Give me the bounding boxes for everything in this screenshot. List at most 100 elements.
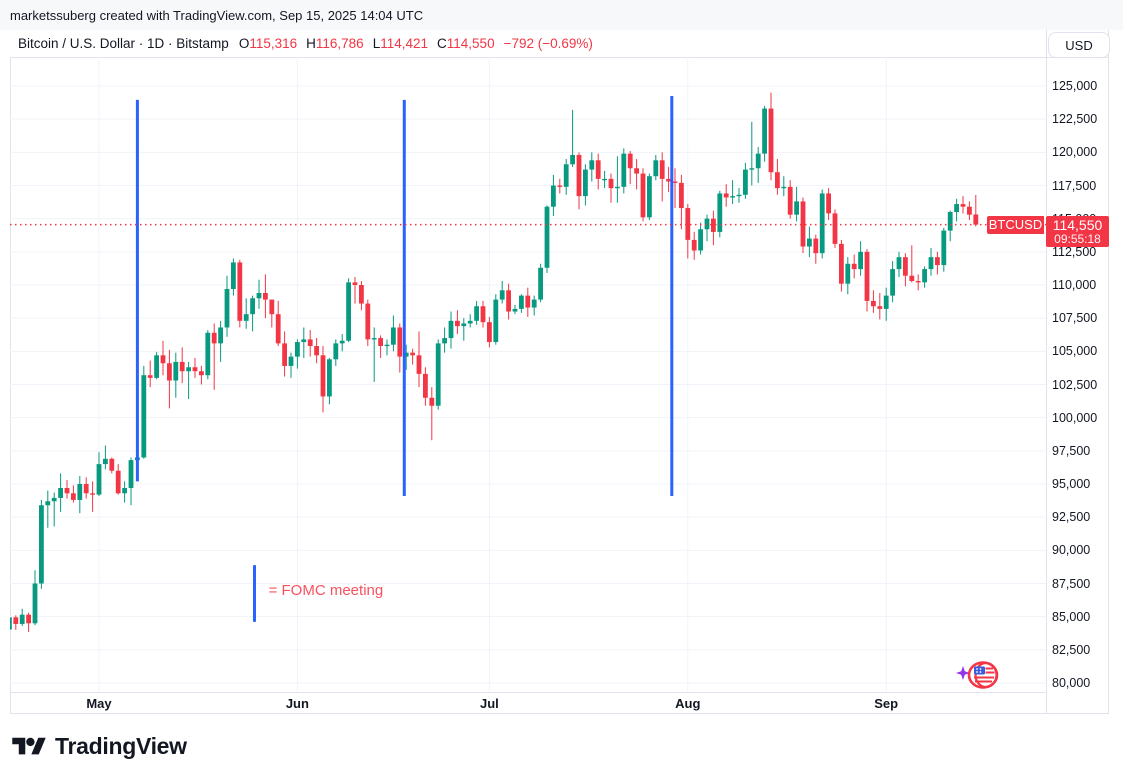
candle [787, 180, 793, 219]
tradingview-logo-mark [12, 737, 46, 754]
candle [288, 352, 294, 378]
price-axis-label: 120,000 [1052, 145, 1098, 160]
price-axis-label: 125,000 [1052, 79, 1098, 93]
price-axis-label: 105,000 [1052, 344, 1098, 359]
candle [282, 331, 287, 377]
candle [723, 184, 729, 207]
candle [218, 320, 223, 362]
candle [640, 168, 646, 222]
tradingview-logo[interactable]: TradingView [12, 733, 187, 760]
candle [269, 299, 275, 328]
candle [922, 266, 927, 288]
candle [698, 222, 703, 255]
attribution-bar: marketssuberg created with TradingView.c… [0, 0, 1123, 30]
candle [749, 121, 755, 186]
candle [122, 481, 127, 503]
candle [109, 457, 115, 474]
candle [467, 314, 473, 328]
candle [807, 226, 812, 258]
candle [743, 162, 748, 199]
candle [819, 189, 825, 259]
frame-border-axis [1046, 30, 1047, 713]
candle [333, 339, 339, 366]
candle [659, 152, 665, 202]
candle [583, 164, 588, 206]
candle [371, 327, 377, 382]
time-axis-label: May [86, 696, 112, 711]
last-price-value: 114,550 [1052, 216, 1103, 233]
frame-border-plot-bottom [10, 692, 1046, 693]
price-axis-label: 100,000 [1052, 410, 1098, 425]
candle [736, 188, 742, 203]
candle [10, 617, 12, 630]
candle [563, 158, 569, 195]
candle [551, 174, 556, 217]
candle [794, 186, 799, 222]
frame-border-bottom [10, 713, 1109, 714]
candle [359, 281, 364, 311]
candle [832, 209, 838, 248]
candle [307, 330, 313, 357]
candle [179, 347, 185, 384]
candle [531, 295, 537, 316]
candle [231, 258, 236, 296]
candle [128, 457, 134, 506]
time-axis-label: Jun [285, 696, 309, 711]
candle [704, 214, 710, 242]
candle [653, 154, 659, 181]
attribution-text: marketssuberg created with TradingView.c… [10, 7, 424, 23]
candle [589, 152, 595, 182]
candle [717, 190, 723, 238]
candle [58, 473, 63, 512]
ohlc-open: O115,316 [238, 36, 298, 51]
candle [557, 178, 563, 194]
price-axis-label: 110,000 [1052, 278, 1097, 292]
candle [845, 257, 851, 295]
candle [115, 464, 121, 495]
candle [781, 176, 787, 197]
candle [192, 357, 198, 378]
candle [423, 367, 428, 406]
candle [250, 295, 255, 332]
candle [871, 290, 876, 313]
tradingview-logo-text: TradingView [55, 733, 187, 759]
candle [147, 360, 153, 388]
frame-border-right [1108, 30, 1109, 713]
candle [890, 261, 895, 303]
candle [199, 365, 204, 385]
candle [314, 338, 319, 364]
us-economic-event-icon[interactable] [956, 658, 1002, 699]
candle [237, 259, 243, 328]
chart-legend-row[interactable]: Bitcoin / U.S. Dollar · 1D · Bitstamp O1… [10, 30, 1046, 57]
ohlc-change: −792 (−0.69%) [503, 36, 593, 51]
time-axis-label: Aug [675, 696, 701, 711]
candle [615, 156, 620, 203]
candle [397, 323, 403, 373]
candle [45, 490, 51, 528]
candle [263, 274, 268, 319]
candle [685, 204, 691, 259]
candle [711, 210, 716, 246]
grid-layer [10, 57, 1046, 692]
candle [96, 452, 102, 496]
candle [71, 485, 76, 503]
price-axis-label: 92,500 [1052, 510, 1091, 525]
candle [499, 281, 505, 304]
candle [448, 311, 454, 349]
price-axis-label: 117,500 [1052, 178, 1097, 193]
candle [474, 300, 479, 325]
candle [864, 249, 870, 312]
symbol-title[interactable]: Bitcoin / U.S. Dollar · 1D · Bitstamp [18, 36, 229, 51]
candle [954, 198, 959, 222]
currency-button[interactable]: USD [1048, 32, 1110, 58]
candle [493, 294, 499, 345]
candle [295, 339, 300, 369]
candle [896, 251, 902, 278]
candle [19, 608, 25, 626]
candle [570, 109, 575, 167]
candle [256, 279, 262, 309]
candles-layer [10, 92, 979, 632]
time-axis-label: Sep [874, 696, 899, 711]
time-axis-label: Jul [479, 696, 499, 711]
